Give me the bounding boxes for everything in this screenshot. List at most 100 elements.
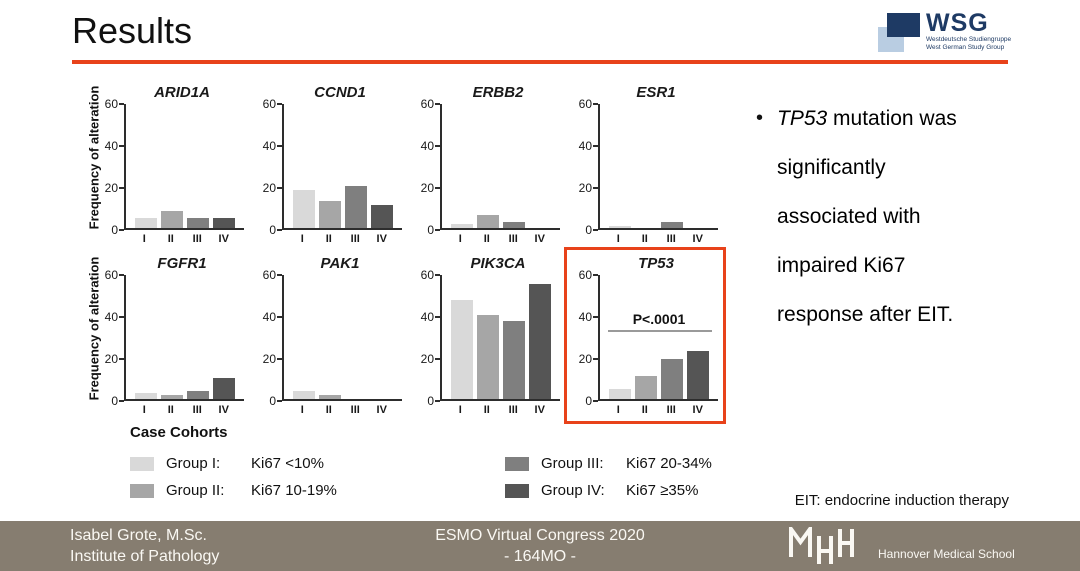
y-tick-40: 40 — [579, 310, 598, 324]
x-label-IV: IV — [692, 233, 703, 245]
eit-footnote: EIT: endocrine induction therapy — [794, 492, 1009, 509]
y-tick-20: 20 — [263, 352, 282, 366]
y-tick-60: 60 — [579, 97, 598, 111]
chart-ccnd1: CCND1 0 20 40 60 I II III IV — [256, 84, 402, 245]
x-label-III: III — [350, 233, 360, 245]
y-tick-label: 0 — [585, 223, 592, 237]
bar-group-IV — [371, 204, 393, 228]
y-tick-label: 40 — [420, 139, 434, 153]
bars — [284, 275, 402, 399]
significance-label: P<.0001 — [632, 310, 686, 327]
mhh-logo: Hannover Medical School — [788, 527, 1015, 565]
wsg-logo-icon — [878, 10, 920, 54]
y-tick-0: 0 — [111, 394, 124, 408]
legend-group-value: Ki67 ≥35% — [626, 482, 699, 499]
plot-area — [440, 275, 560, 401]
chart-fgfr1: FGFR1 0 20 40 60 I II III IV — [98, 255, 244, 416]
y-tick-label: 60 — [578, 97, 592, 111]
bar-group-IV — [213, 217, 235, 228]
legend-group-label: Group II: — [166, 482, 225, 499]
y-tick-label: 20 — [578, 181, 592, 195]
y-tick-mark — [435, 229, 440, 231]
chart-title-erbb2: ERBB2 — [472, 84, 524, 101]
x-label-I: I — [458, 233, 462, 245]
author-block: Isabel Grote, M.Sc. Institute of Patholo… — [70, 525, 219, 567]
plot-erbb2: 0 20 40 60 — [414, 97, 560, 237]
x-label-II: II — [167, 233, 174, 245]
author-name: Isabel Grote, M.Sc. — [70, 527, 207, 544]
legend-column-left: Group I: Ki67 <10% Group II: Ki67 10-19% — [130, 455, 430, 509]
x-label-III: III — [508, 233, 518, 245]
y-tick-mark — [593, 187, 598, 189]
bar-group-II — [635, 375, 657, 399]
chart-title-pik3ca: PIK3CA — [470, 255, 526, 272]
plot-pik3ca: 0 20 40 60 — [414, 268, 560, 408]
y-tick-20: 20 — [421, 352, 440, 366]
y-tick-mark — [435, 103, 440, 105]
bar-group-III — [187, 390, 209, 399]
y-tick-label: 0 — [111, 223, 118, 237]
legend-swatch — [505, 456, 529, 471]
x-label-II: II — [325, 233, 332, 245]
legend-swatch — [505, 483, 529, 498]
bar-group-IV — [687, 350, 709, 399]
congress-name: ESMO Virtual Congress 2020 — [435, 527, 645, 544]
x-label-I: I — [458, 404, 462, 416]
legend-group-value: Ki67 <10% — [251, 455, 324, 472]
bar-group-I — [609, 225, 631, 228]
plot-area — [440, 104, 560, 230]
bar-group-I — [451, 223, 473, 228]
x-label-III: III — [666, 233, 676, 245]
bars — [126, 104, 244, 228]
bar-group-I — [135, 392, 157, 399]
y-tick-0: 0 — [427, 394, 440, 408]
x-axis-labels: I II III IV — [598, 401, 718, 416]
author-institute: Institute of Pathology — [70, 548, 220, 565]
y-tick-label: 0 — [111, 394, 118, 408]
y-tick-60: 60 — [105, 268, 124, 282]
bar-group-III — [187, 217, 209, 228]
x-label-II: II — [641, 233, 648, 245]
legend-group-label: Group III: — [541, 455, 604, 472]
wsg-subline-1: Westdeutsche Studiengruppe — [926, 36, 1012, 43]
chart-title-esr1: ESR1 — [636, 84, 676, 101]
y-tick-mark — [277, 103, 282, 105]
y-tick-label: 20 — [104, 352, 118, 366]
x-label-I: I — [616, 233, 620, 245]
wsg-subline-2: West German Study Group — [926, 44, 1005, 51]
x-axis-labels: I II III IV — [124, 401, 244, 416]
y-tick-label: 60 — [420, 97, 434, 111]
legend-group-label: Group IV: — [541, 482, 605, 499]
x-axis-labels: I II III IV — [440, 230, 560, 245]
y-tick-40: 40 — [263, 310, 282, 324]
bar-group-III — [503, 321, 525, 399]
bar-group-III — [661, 221, 683, 228]
y-axis: 0 20 40 60 — [572, 97, 598, 237]
legend-item-1: Group I: Ki67 <10% — [130, 455, 430, 472]
y-tick-label: 40 — [104, 310, 118, 324]
mhh-logo-label: Hannover Medical School — [878, 547, 1015, 561]
x-label-II: II — [641, 404, 648, 416]
y-tick-label: 0 — [427, 223, 434, 237]
y-tick-mark — [119, 229, 124, 231]
bars — [126, 275, 244, 399]
y-tick-mark — [277, 358, 282, 360]
y-tick-label: 20 — [578, 352, 592, 366]
chart-erbb2: ERBB2 0 20 40 60 I II III IV — [414, 84, 560, 245]
x-axis-labels: I II III IV — [440, 401, 560, 416]
y-tick-40: 40 — [263, 139, 282, 153]
y-tick-mark — [593, 103, 598, 105]
y-tick-0: 0 — [111, 223, 124, 237]
plot-area: P<.0001 — [598, 275, 718, 401]
bar-group-II — [161, 211, 183, 228]
y-tick-mark — [277, 145, 282, 147]
gene-name: TP53 — [777, 107, 828, 130]
plot-area — [282, 104, 402, 230]
key-finding-text: TP53 mutation was significantly associat… — [777, 94, 965, 339]
bar-group-II — [477, 215, 499, 228]
legend-item-3: Group III: Ki67 20-34% — [505, 455, 805, 472]
bars — [284, 104, 402, 228]
x-label-I: I — [142, 233, 146, 245]
y-tick-mark — [593, 358, 598, 360]
